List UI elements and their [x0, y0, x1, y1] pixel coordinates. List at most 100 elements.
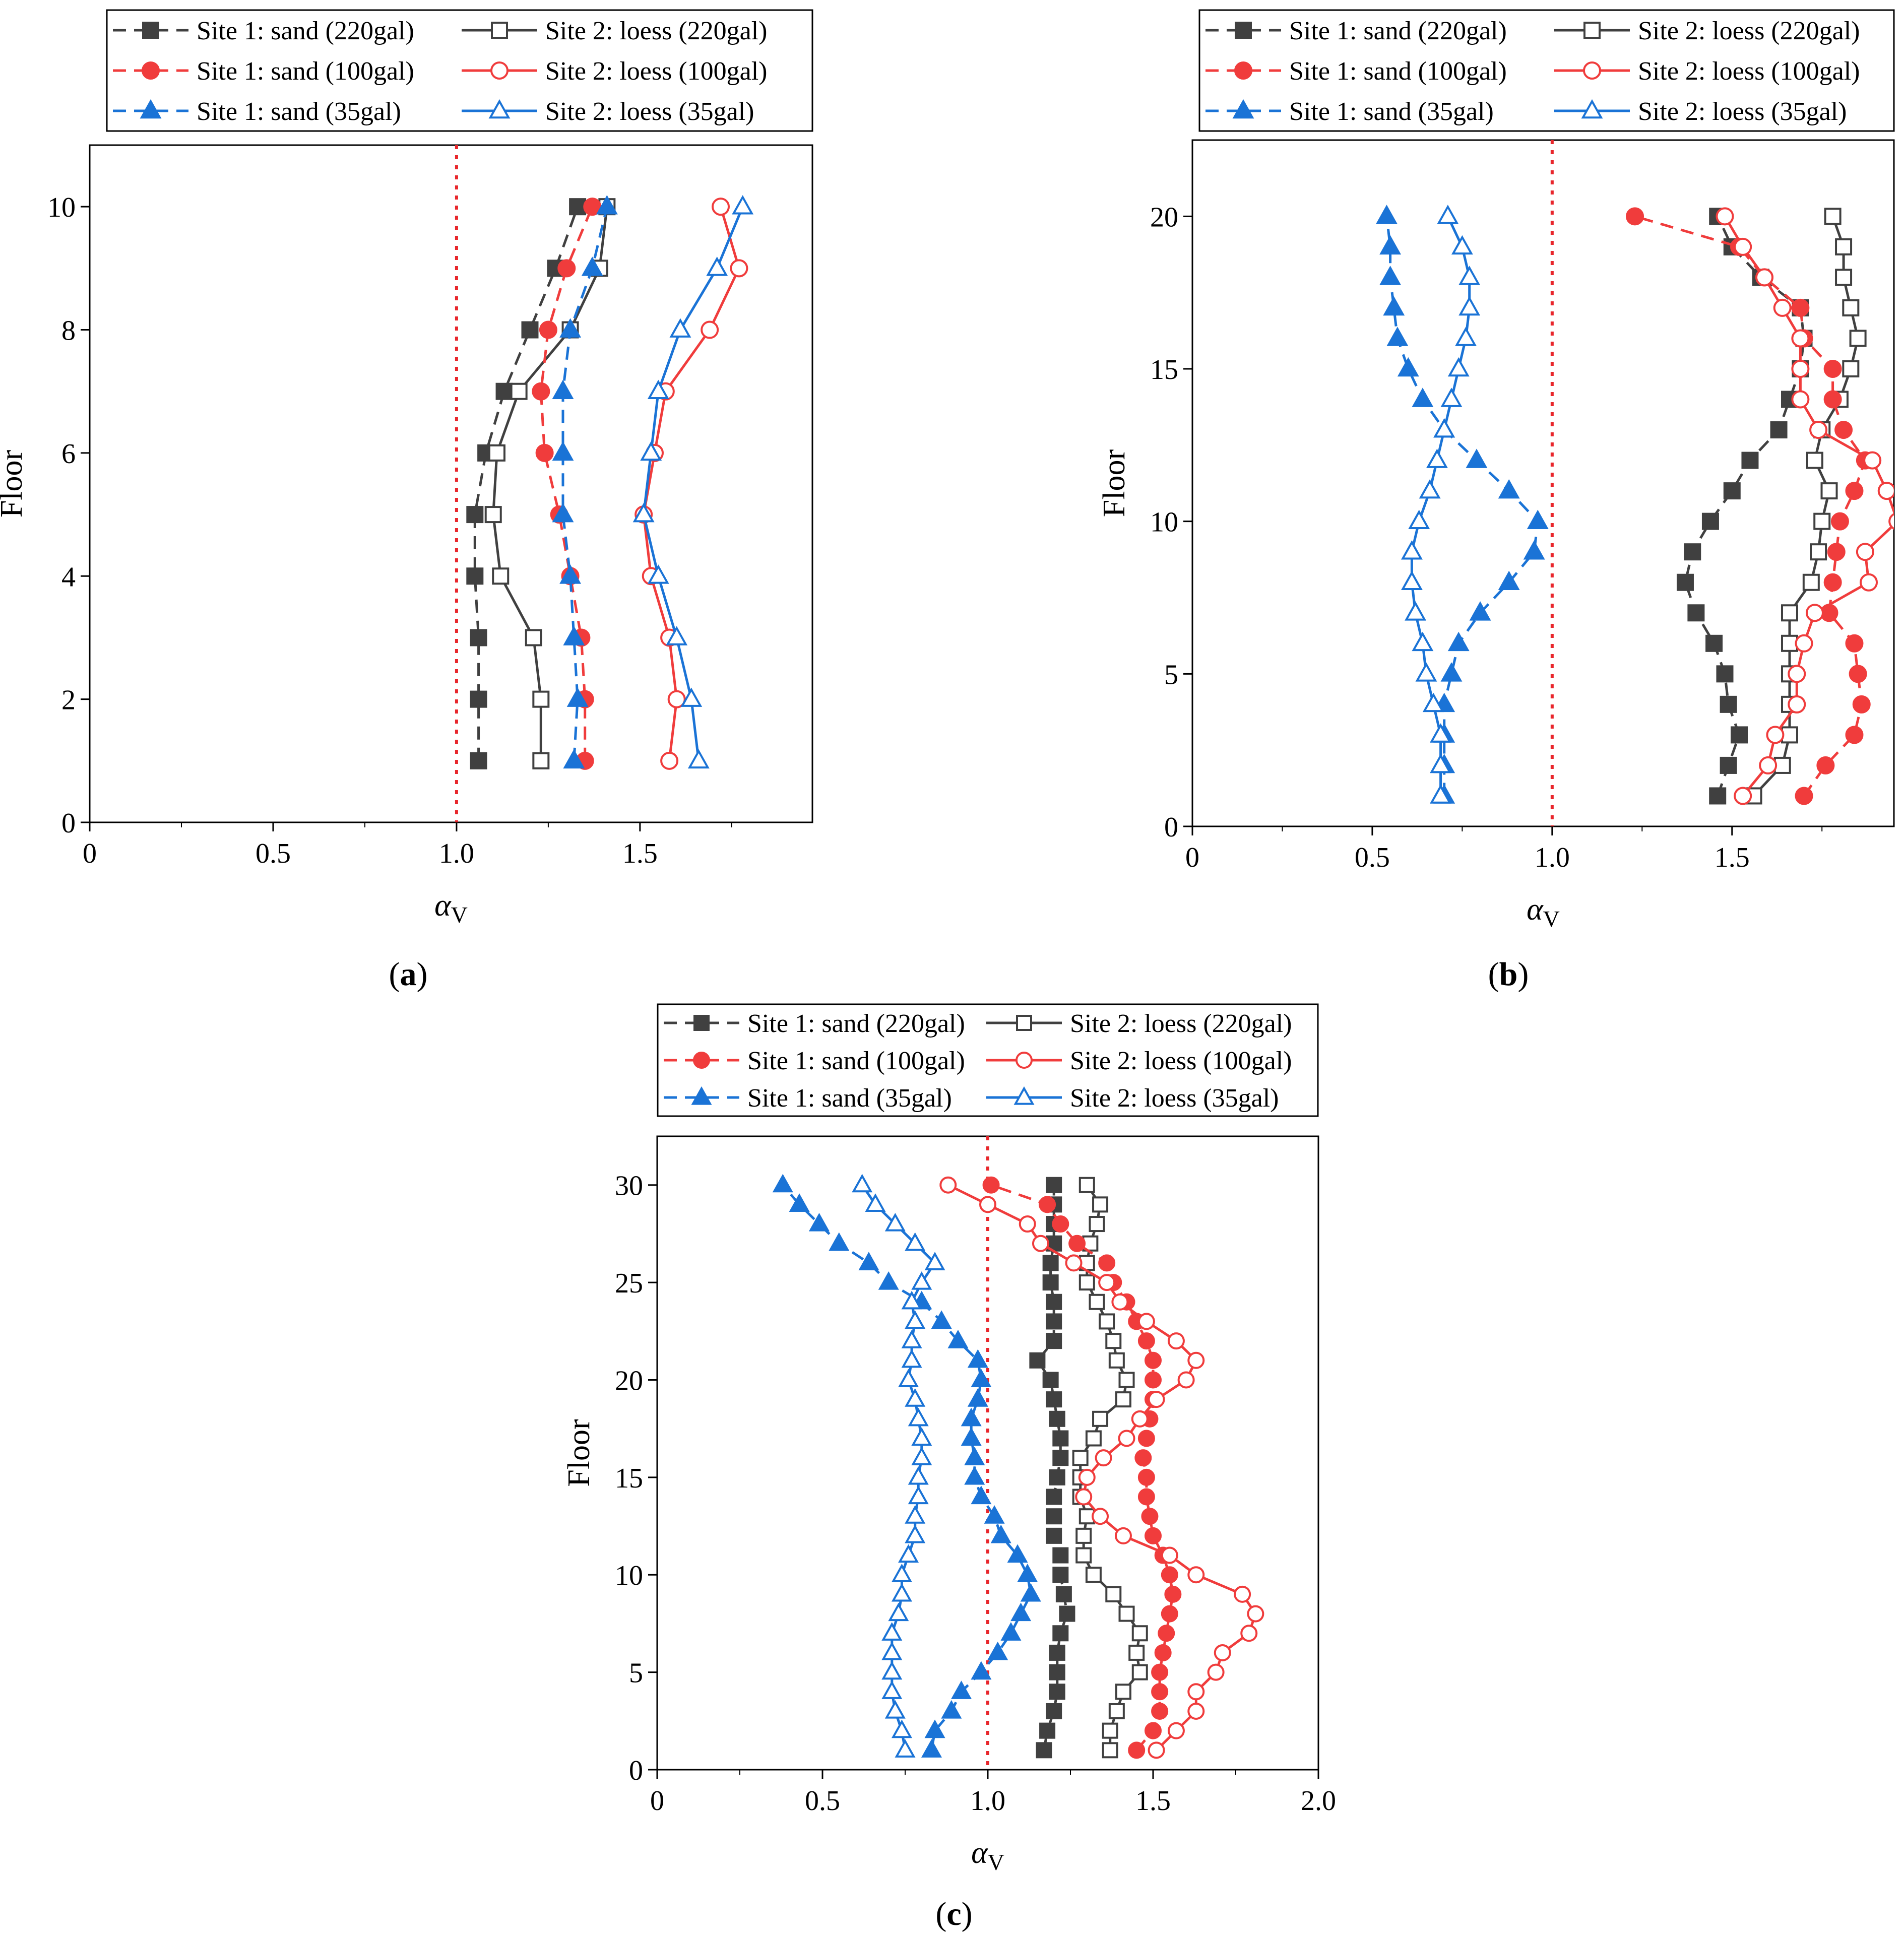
plot-area — [1376, 205, 1894, 805]
y-axis-label: Floor — [1097, 449, 1131, 517]
series-site-2-loess-220gal — [1072, 1177, 1148, 1759]
series-line — [492, 206, 608, 761]
data-point — [1820, 482, 1838, 500]
data-point — [1052, 1215, 1069, 1233]
data-point — [680, 687, 703, 707]
data-point — [596, 195, 618, 215]
legend-label-site-2-loess-35gal: Site 2: loess (35gal) — [1070, 1084, 1279, 1113]
data-point — [1068, 1235, 1086, 1252]
plot-frame — [89, 144, 813, 823]
data-point — [1017, 1564, 1038, 1582]
data-point — [1835, 238, 1853, 255]
data-point — [1788, 665, 1806, 683]
data-point — [1845, 634, 1864, 653]
data-point — [1234, 1585, 1251, 1603]
y-tick-label: 5 — [629, 1658, 643, 1689]
data-point — [1845, 482, 1864, 500]
data-point — [660, 751, 679, 770]
data-point — [1770, 421, 1788, 439]
series-line — [642, 206, 741, 761]
data-point — [1085, 1430, 1102, 1447]
data-point — [1430, 753, 1452, 773]
data-point — [492, 567, 510, 585]
data-point — [1046, 1489, 1062, 1505]
data-point — [552, 502, 574, 523]
legend-marker-site-2-loess-35gal — [1581, 99, 1603, 119]
x-axis-label-sub: V — [988, 1849, 1004, 1875]
data-point — [1795, 634, 1813, 653]
data-point — [1036, 1742, 1052, 1759]
data-point — [1049, 1410, 1065, 1427]
x-tick-label: 1.0 — [970, 1785, 1005, 1817]
x-axis-label: αV — [971, 1836, 1004, 1875]
legend-label-site-2-loess-220gal: Site 2: loess (220gal) — [1070, 1009, 1292, 1038]
data-point — [1626, 207, 1644, 226]
data-point — [982, 1176, 1000, 1194]
data-point — [532, 382, 550, 401]
plot-area — [772, 1174, 1264, 1759]
data-point — [895, 1739, 916, 1758]
data-point — [1151, 1663, 1169, 1681]
data-point — [1408, 509, 1430, 529]
data-point — [1145, 1371, 1162, 1389]
data-point — [905, 1388, 926, 1407]
data-point — [1145, 1351, 1162, 1369]
y-tick-label: 2 — [61, 685, 76, 716]
data-point — [1734, 237, 1752, 256]
data-point — [1447, 357, 1470, 377]
data-point — [1766, 726, 1785, 744]
data-point — [1451, 235, 1473, 255]
data-point — [1723, 482, 1741, 500]
series-line — [1634, 215, 1867, 797]
legend-marker-site-2-loess-100gal — [1583, 61, 1601, 80]
legend-marker-site-1-sand-100gal — [693, 1052, 710, 1069]
data-point — [1134, 1449, 1152, 1467]
data-point — [1128, 1644, 1145, 1661]
data-point — [1075, 1547, 1092, 1564]
series-site-2-loess-220gal — [484, 198, 616, 769]
x-axis-label-sub: V — [1543, 906, 1560, 932]
data-point — [495, 382, 513, 400]
legend: Site 1: sand (220gal) Site 2: loess (220g… — [657, 1003, 1319, 1117]
data-point — [1158, 1625, 1175, 1642]
data-point — [971, 1485, 992, 1505]
panel-label-a: (a) — [389, 956, 428, 993]
data-point — [908, 1407, 929, 1427]
data-point — [1164, 1585, 1182, 1603]
data-point — [1709, 787, 1727, 805]
data-point — [971, 1369, 992, 1388]
data-point — [1419, 479, 1441, 499]
series-line — [539, 206, 594, 761]
series-line — [473, 206, 579, 761]
data-point — [1089, 1216, 1105, 1233]
data-point — [1527, 509, 1549, 529]
data-point — [1187, 1702, 1205, 1720]
data-point — [1039, 1196, 1056, 1213]
data-point — [1052, 1547, 1069, 1564]
data-point — [1716, 665, 1734, 683]
data-point — [732, 195, 754, 215]
y-tick-label: 15 — [615, 1463, 643, 1494]
data-point — [1447, 631, 1470, 652]
data-point — [1046, 1391, 1062, 1408]
data-point — [908, 1466, 929, 1485]
data-point — [1788, 695, 1806, 714]
x-tick-label: 0 — [650, 1785, 664, 1817]
legend-label-site-1-sand-35gal: Site 1: sand (35gal) — [197, 97, 401, 126]
data-point — [1151, 1702, 1169, 1720]
data-point — [706, 256, 728, 276]
data-point — [939, 1176, 957, 1194]
data-point — [961, 1407, 982, 1427]
data-point — [1032, 1235, 1049, 1252]
data-point — [1422, 692, 1444, 713]
data-point — [666, 626, 688, 645]
y-tick-label: 5 — [1164, 659, 1178, 690]
legend-marker-site-2-loess-220gal — [1583, 22, 1601, 39]
data-point — [878, 1271, 899, 1290]
data-point — [1049, 1664, 1065, 1680]
y-tick-label: 0 — [1164, 812, 1178, 843]
data-point — [535, 443, 554, 462]
data-point — [1469, 601, 1491, 621]
data-point — [1118, 1372, 1135, 1388]
